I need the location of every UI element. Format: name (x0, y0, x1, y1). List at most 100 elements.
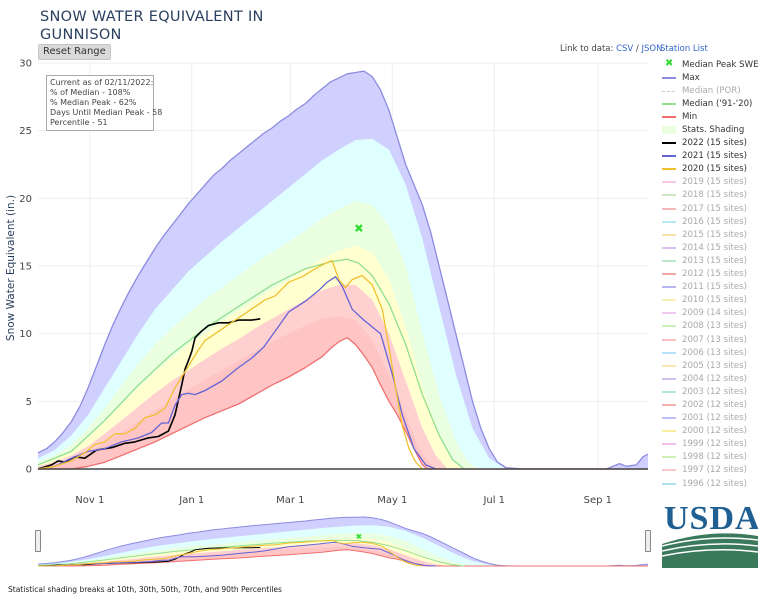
range-handle-right[interactable] (645, 530, 651, 552)
navigator-line (38, 549, 648, 567)
legend-label: 1997 (12 sites) (682, 465, 747, 476)
y-tick-label: 25 (19, 126, 32, 137)
legend-item[interactable]: 1998 (12 sites) (662, 451, 766, 464)
legend-label: 2021 (15 sites) (682, 151, 747, 162)
legend-label: 2007 (13 sites) (682, 334, 747, 345)
station-list-link[interactable]: Station List (660, 44, 708, 54)
days-until-peak: Days Until Median Peak - 58 (50, 108, 163, 117)
legend-item[interactable]: 2007 (13 sites) (662, 333, 766, 346)
legend-swatch (662, 308, 676, 318)
legend-label: Median (POR) (682, 85, 741, 96)
legend-item[interactable]: 2019 (15 sites) (662, 176, 766, 189)
legend-label: Median Peak SWE (682, 59, 759, 70)
legend-swatch (662, 295, 676, 305)
series-line-2020 (37, 259, 423, 470)
legend-swatch (662, 374, 676, 384)
legend-swatch (662, 348, 676, 358)
legend-swatch (662, 335, 676, 345)
legend-swatch (662, 426, 676, 436)
legend-swatch (662, 256, 676, 266)
legend-item[interactable]: 2005 (13 sites) (662, 359, 766, 372)
legend-label: 2000 (12 sites) (682, 426, 747, 437)
legend-item[interactable]: 2020 (15 sites) (662, 163, 766, 176)
legend-label: Stats. Shading (682, 125, 745, 136)
legend-swatch (662, 361, 676, 371)
legend-swatch (662, 269, 676, 279)
legend-label: 2011 (15 sites) (682, 282, 747, 293)
legend-item[interactable]: 2022 (15 sites) (662, 137, 766, 150)
legend-item[interactable]: 2004 (12 sites) (662, 372, 766, 385)
legend-label: 2018 (15 sites) (682, 190, 747, 201)
legend-item[interactable]: 2016 (15 sites) (662, 215, 766, 228)
legend-item[interactable]: ✖ Median Peak SWE (662, 58, 766, 71)
legend-item[interactable]: Min (662, 110, 766, 123)
legend-item[interactable]: 1999 (12 sites) (662, 438, 766, 451)
legend-item[interactable]: 2000 (12 sites) (662, 425, 766, 438)
legend-swatch (662, 86, 676, 96)
legend-item[interactable]: Median ('91-'20) (662, 97, 766, 110)
legend-label: 2004 (12 sites) (682, 373, 747, 384)
legend-item[interactable]: 2003 (12 sites) (662, 385, 766, 398)
legend-item[interactable]: 1996 (12 sites) (662, 477, 766, 490)
legend-item[interactable]: 2011 (15 sites) (662, 281, 766, 294)
legend-item[interactable]: 1997 (12 sites) (662, 464, 766, 477)
legend-label: 2013 (15 sites) (682, 255, 747, 266)
y-tick-label: 5 (26, 397, 32, 408)
legend-swatch (662, 230, 676, 240)
range-navigator[interactable] (37, 516, 649, 567)
series-line-min (38, 337, 648, 470)
legend-item[interactable]: 2018 (15 sites) (662, 189, 766, 202)
legend-item[interactable]: Max (662, 71, 766, 84)
legend-label: 1996 (12 sites) (682, 478, 747, 489)
legend-item[interactable]: 2001 (12 sites) (662, 412, 766, 425)
csv-link[interactable]: CSV (616, 44, 634, 54)
legend-label: 2015 (15 sites) (682, 229, 747, 240)
legend-item[interactable]: 2017 (15 sites) (662, 202, 766, 215)
legend-item[interactable]: 2013 (15 sites) (662, 254, 766, 267)
stats-shading (38, 71, 648, 470)
range-handle-left[interactable] (35, 530, 41, 552)
legend-swatch (662, 138, 676, 148)
legend-label: 2014 (15 sites) (682, 242, 747, 253)
legend-label: 2019 (15 sites) (682, 177, 747, 188)
navigator-line (37, 541, 436, 567)
percentile: Percentile - 51 (50, 118, 108, 127)
json-link[interactable]: JSON (641, 44, 663, 54)
legend-swatch (662, 112, 676, 122)
legend-item[interactable]: 2012 (15 sites) (662, 268, 766, 281)
legend-swatch (662, 439, 676, 449)
legend-item[interactable]: Median (POR) (662, 84, 766, 97)
x-tick-label: May 1 (377, 495, 407, 506)
legend-item[interactable]: 2009 (14 sites) (662, 307, 766, 320)
y-tick-label: 15 (19, 262, 32, 273)
legend-item[interactable]: 2021 (15 sites) (662, 150, 766, 163)
legend-label: 2005 (13 sites) (682, 360, 747, 371)
legend-label: 2008 (13 sites) (682, 321, 747, 332)
navigator-band-below-min (38, 549, 648, 566)
legend-label: 2010 (15 sites) (682, 295, 747, 306)
legend-swatch (662, 204, 676, 214)
legend-swatch (662, 151, 676, 161)
legend-label: 1999 (12 sites) (682, 439, 747, 450)
legend-item[interactable]: 2014 (15 sites) (662, 241, 766, 254)
legend-item[interactable]: 2006 (13 sites) (662, 346, 766, 359)
legend-item[interactable]: Stats. Shading (662, 123, 766, 136)
series-lines (37, 70, 649, 470)
link-prefix: Link to data: (560, 44, 614, 54)
y-tick-label: 10 (19, 329, 32, 340)
legend-item[interactable]: 2015 (15 sites) (662, 228, 766, 241)
legend-swatch (662, 125, 676, 135)
current-stats-box: Current as of 02/11/2022: % of Median - … (46, 75, 163, 131)
legend-swatch (662, 321, 676, 331)
legend-label: 2012 (15 sites) (682, 269, 747, 280)
legend-item[interactable]: 2002 (12 sites) (662, 398, 766, 411)
legend-label: Max (682, 72, 700, 83)
reset-range-button[interactable]: Reset Range (38, 44, 111, 60)
legend-swatch (662, 217, 676, 227)
legend-swatch (662, 465, 676, 475)
legend-swatch (662, 479, 676, 489)
legend-swatch (662, 282, 676, 292)
legend-item[interactable]: 2008 (13 sites) (662, 320, 766, 333)
legend-item[interactable]: 2010 (15 sites) (662, 294, 766, 307)
